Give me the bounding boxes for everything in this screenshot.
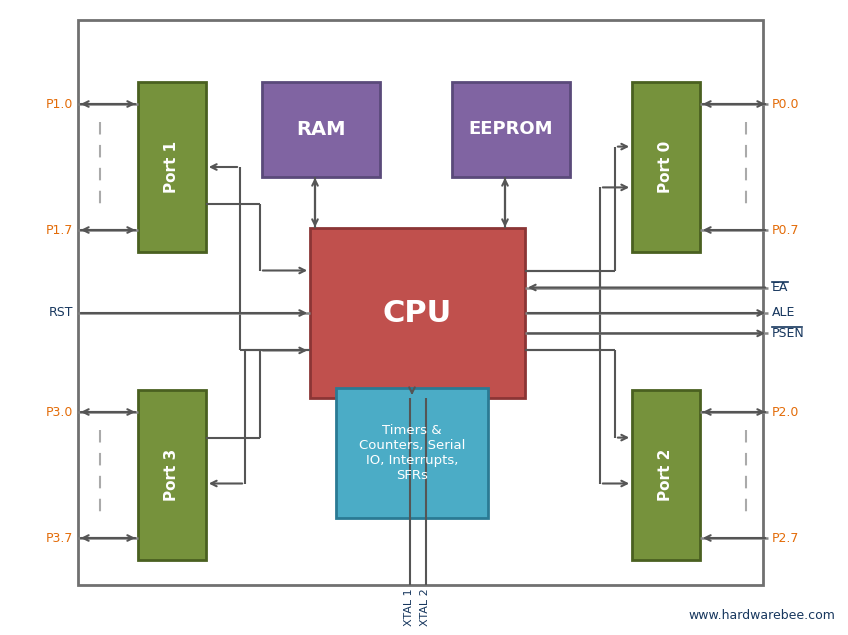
Text: EEPROM: EEPROM — [469, 121, 553, 138]
Bar — [632, 390, 700, 560]
Text: Port 3: Port 3 — [165, 449, 180, 501]
Text: EA: EA — [772, 281, 789, 294]
Text: Port 0: Port 0 — [659, 141, 673, 193]
Text: P1.7: P1.7 — [46, 224, 73, 236]
Text: CPU: CPU — [383, 298, 452, 328]
Text: P1.0: P1.0 — [46, 98, 73, 110]
Text: www.hardwarebee.com: www.hardwarebee.com — [688, 609, 835, 622]
Bar — [138, 390, 206, 560]
Text: P2.7: P2.7 — [772, 531, 800, 544]
Text: Timers &
Counters, Serial
IO, Interrupts,
SFRs: Timers & Counters, Serial IO, Interrupts… — [359, 424, 466, 482]
Text: Port 1: Port 1 — [165, 141, 180, 193]
Text: Port 2: Port 2 — [659, 449, 673, 501]
Text: ALE: ALE — [772, 307, 795, 319]
Text: P3.7: P3.7 — [46, 531, 73, 544]
Bar — [452, 82, 570, 177]
Text: RST: RST — [48, 307, 73, 319]
Bar — [262, 82, 380, 177]
Bar — [632, 82, 700, 252]
Bar — [138, 82, 206, 252]
Text: XTAL 1: XTAL 1 — [404, 588, 415, 626]
Text: RAM: RAM — [296, 120, 346, 139]
Text: PSEN: PSEN — [772, 327, 805, 340]
Text: P3.0: P3.0 — [46, 406, 73, 418]
Bar — [78, 20, 763, 585]
Text: P0.0: P0.0 — [772, 98, 800, 110]
Text: XTAL 2: XTAL 2 — [421, 588, 431, 626]
Bar — [310, 228, 525, 398]
Bar — [336, 388, 488, 518]
Text: P0.7: P0.7 — [772, 224, 800, 236]
Text: P2.0: P2.0 — [772, 406, 800, 418]
